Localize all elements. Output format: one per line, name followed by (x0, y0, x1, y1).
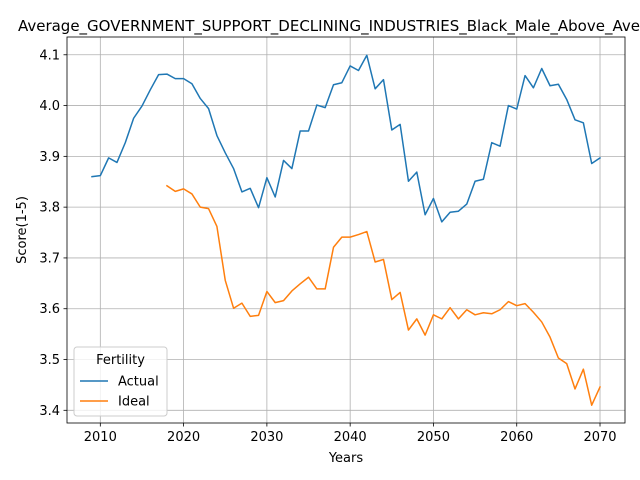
legend-label-ideal: Ideal (118, 395, 150, 410)
y-tick-label: 3.4 (39, 404, 60, 419)
x-tick-label: 2010 (84, 430, 117, 445)
y-tick-label: 4.1 (39, 48, 60, 63)
plot-frame (66, 36, 626, 424)
legend-items: Actual Ideal (80, 375, 159, 410)
chart-title: Average_GOVERNMENT_SUPPORT_DECLINING_IND… (18, 17, 640, 36)
series-line-actual (91, 54, 602, 223)
series-lines (91, 54, 602, 406)
legend-label-actual: Actual (118, 375, 159, 390)
legend: Fertility Actual Ideal (73, 346, 168, 417)
y-axis-label: Score(1-5) (15, 196, 30, 264)
y-tick-label: 3.8 (39, 201, 60, 216)
y-tick-label: 3.5 (39, 353, 60, 368)
axis-ticks: 2010 2020 2030 2040 2050 2060 2070 3.4 3.5 3.6 3.7… (39, 48, 616, 445)
x-tick-label: 2060 (500, 430, 533, 445)
legend-box (73, 346, 168, 417)
y-tick-label: 3.7 (39, 251, 60, 266)
y-tick-label: 3.9 (39, 150, 60, 165)
y-tick-label: 4.0 (39, 99, 60, 114)
x-tick-label: 2040 (334, 430, 367, 445)
x-tick-label: 2030 (250, 430, 283, 445)
y-tick-label: 3.6 (39, 302, 60, 317)
legend-title: Fertility (96, 353, 145, 368)
x-axis-label: Years (328, 451, 364, 466)
x-tick-label: 2050 (417, 430, 450, 445)
x-tick-label: 2070 (583, 430, 616, 445)
x-tick-label: 2020 (167, 430, 200, 445)
series-line-ideal (165, 184, 602, 406)
